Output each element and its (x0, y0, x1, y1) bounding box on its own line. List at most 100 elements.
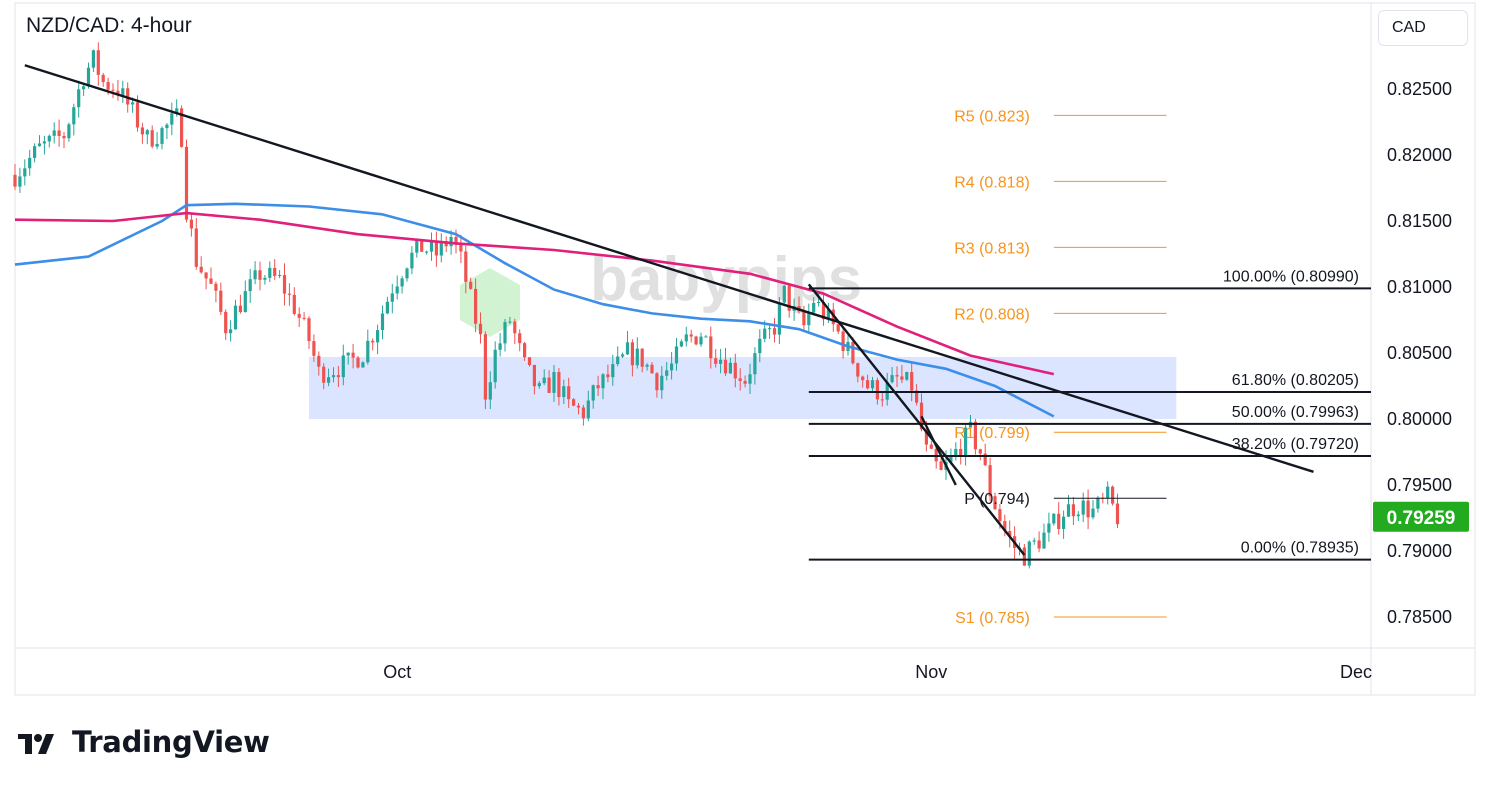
pivot-label: R1 (0.799) (954, 425, 1030, 442)
candle-body (390, 293, 394, 302)
tradingview-logo[interactable]: TradingView (18, 724, 270, 760)
candle-body (723, 359, 728, 374)
candle-body (611, 364, 615, 378)
candle-body (229, 329, 233, 334)
candle-body (1096, 497, 1100, 509)
candle-body (258, 270, 262, 280)
candle-body (954, 448, 958, 456)
candle-body (346, 352, 350, 356)
candle-body (478, 323, 483, 335)
candle-body (915, 390, 919, 403)
candle-body (817, 301, 821, 303)
candle-body (67, 124, 71, 139)
candle-body (625, 342, 630, 355)
candle-body (670, 363, 674, 371)
candle-body (33, 146, 37, 158)
candle-body (733, 362, 737, 379)
y-tick-label: 0.78500 (1387, 607, 1452, 627)
candle-body (821, 301, 826, 320)
candle-body (155, 143, 159, 147)
candle-body (513, 321, 517, 334)
candle-body (165, 124, 169, 129)
candle-body (616, 356, 620, 365)
moving-average-100-sma (14, 202, 1055, 418)
candle-body (684, 334, 688, 342)
watermark-cube-icon (460, 268, 520, 337)
candle-body (919, 402, 924, 430)
candle-body (910, 372, 914, 391)
candle-body (111, 89, 115, 91)
candle-body (542, 377, 546, 384)
fib-level-label: 0.00% (0.78935) (1241, 540, 1359, 557)
candle-body (1052, 513, 1056, 524)
candle-body (425, 251, 429, 253)
x-tick-label: Nov (915, 662, 947, 682)
candle-body (302, 317, 306, 319)
candle-body (645, 364, 649, 367)
candle-body (253, 270, 257, 280)
candle-body (576, 405, 581, 408)
candle-body (753, 353, 757, 375)
candle-body (145, 130, 149, 135)
candle-body (194, 228, 198, 267)
candle-body (978, 449, 982, 454)
candle-body (704, 336, 708, 338)
candle-body (1091, 508, 1095, 518)
candle-body (1022, 547, 1026, 566)
candle-body (23, 168, 27, 177)
candle-body (488, 382, 492, 400)
candle-body (1066, 504, 1071, 517)
candle-body (1008, 531, 1012, 537)
candle-body (768, 328, 772, 330)
candle-body (454, 236, 458, 245)
fib-level-label: 50.00% (0.79963) (1232, 404, 1359, 421)
candle-body (233, 305, 238, 330)
candle-body (282, 275, 287, 294)
y-tick-label: 0.80500 (1387, 343, 1452, 363)
candle-body (870, 380, 875, 389)
candle-body (630, 342, 634, 366)
candle-body (665, 370, 669, 376)
candle-body (1076, 514, 1080, 517)
candle-body (312, 341, 316, 356)
candle-body (62, 136, 66, 139)
candle-body (875, 380, 879, 400)
candle-body (1047, 523, 1051, 533)
candle-body (1086, 500, 1090, 518)
candle-body (28, 157, 32, 169)
support-zone (309, 356, 1177, 419)
candle-body (581, 407, 585, 419)
y-tick-label: 0.82500 (1387, 79, 1452, 99)
candle-body (787, 285, 791, 311)
pivot-label: R4 (0.818) (954, 174, 1030, 191)
currency-button[interactable]: CAD (1378, 10, 1468, 46)
moving-average-200-sma (14, 211, 1055, 376)
x-tick-label: Dec (1340, 662, 1372, 682)
candle-body (856, 363, 860, 377)
candle-body (400, 278, 404, 287)
candle-body (802, 311, 806, 326)
candle-body (405, 268, 409, 279)
candle-body (998, 509, 1002, 522)
candle-body (180, 108, 184, 147)
x-tick-label: Oct (383, 662, 411, 682)
candle-body (160, 128, 164, 144)
candle-body (621, 354, 625, 357)
candle-body (57, 130, 61, 137)
short-term-descending-channel-bottom (920, 415, 957, 486)
candle-body (777, 302, 781, 335)
candle-body (699, 336, 703, 345)
candle-body (82, 86, 86, 90)
candle-body (1081, 500, 1085, 515)
last-price-tag (1373, 501, 1469, 532)
candle-body (557, 371, 561, 398)
candle-body (523, 343, 527, 358)
candle-body (993, 496, 997, 510)
candle-body (356, 357, 360, 368)
candle-body (72, 107, 76, 125)
candle-body (640, 348, 644, 367)
candle-body (826, 309, 830, 320)
candle-body (635, 348, 639, 366)
